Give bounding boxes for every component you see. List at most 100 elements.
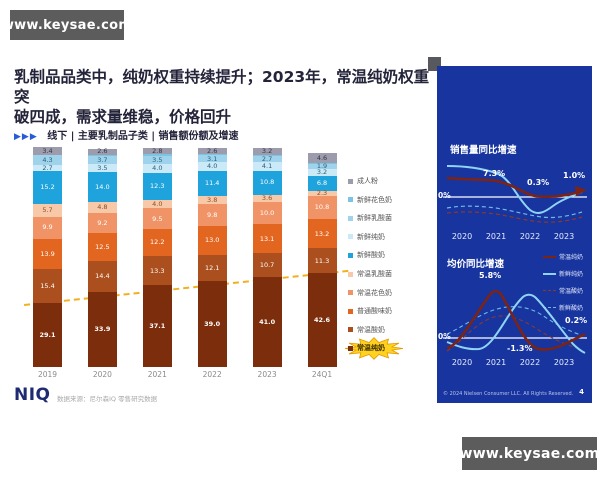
line-常温酸奶 — [446, 211, 583, 223]
bar-axis-label: 2023 — [257, 370, 277, 379]
slide-title-line1: 乳制品品类中，纯奶权重持续提升；2023年，常温纯奶权重突 — [14, 68, 430, 107]
legend-swatch — [348, 290, 353, 296]
segment-常温花色奶: 9.9 — [33, 216, 62, 239]
segment-新鲜酸奶: 10.8 — [252, 170, 282, 195]
slide-title: 乳制品品类中，纯奶权重持续提升；2023年，常温纯奶权重突 破四成，需求量维稳，… — [14, 67, 430, 127]
segment-普通酸味奶: 12.2 — [142, 229, 172, 257]
segment-常温酸奶: 12.1 — [197, 254, 227, 282]
price-growth-chart — [443, 289, 587, 354]
volume-point-label: 7.3% — [483, 169, 506, 178]
line-end-arrow-icon — [575, 186, 587, 196]
price-x-axis: 2020 2021 2022 2023 — [439, 358, 589, 368]
legend-label: 常温酸奶 — [559, 288, 584, 295]
segment-新鲜乳酸菌: 3.5 — [142, 156, 172, 164]
price-legend-item-常温酸奶: 常温酸奶 — [543, 282, 591, 299]
price-legend: 常温纯奶新鲜纯奶常温酸奶新鲜酸奶 — [543, 248, 591, 316]
legend-item-新鲜乳酸菌: 新鲜乳酸菌 — [348, 213, 392, 223]
segment-新鲜纯奶: 2.7 — [33, 165, 62, 171]
segment-常温酸奶: 14.4 — [87, 260, 117, 293]
legend-label: 常温纯奶 — [357, 344, 385, 353]
segment-新鲜乳酸菌: 1.9 — [307, 163, 337, 169]
legend-label: 常温纯奶 — [559, 254, 584, 261]
highlight-starburst-icon — [345, 337, 403, 361]
price-legend-item-新鲜酸奶: 新鲜酸奶 — [543, 299, 591, 316]
price-legend-item-新鲜纯奶: 新鲜纯奶 — [543, 265, 591, 282]
x-tick: 2023 — [553, 232, 575, 241]
segment-新鲜花色奶 — [33, 154, 62, 156]
legend-item-新鲜纯奶: 新鲜纯奶 — [348, 232, 385, 242]
price-zero-label: 0% — [438, 332, 451, 341]
bar-axis-label: 2022 — [202, 370, 222, 379]
segment-成人粉: 2.6 — [87, 148, 117, 155]
segment-新鲜乳酸菌: 3.7 — [87, 155, 117, 164]
legend-swatch — [348, 197, 353, 203]
source-note: 数据来源：尼尔森IQ 零售研究数据 — [57, 395, 158, 403]
segment-常温花色奶: 10.8 — [307, 195, 337, 220]
segment-新鲜乳酸菌: 3.1 — [197, 155, 227, 163]
price-point-label: -1.3% — [507, 344, 533, 353]
segment-新鲜酸奶: 12.3 — [142, 172, 172, 200]
x-tick: 2021 — [485, 358, 507, 367]
segment-成人粉: 3.4 — [33, 147, 62, 155]
legend-label: 新鲜酸奶 — [559, 305, 584, 312]
segment-新鲜花色奶 — [87, 154, 117, 156]
segment-普通酸味奶: 12.5 — [87, 233, 117, 261]
volume-growth-chart — [443, 165, 587, 223]
legend-label: 常温花色奶 — [357, 288, 392, 297]
bar-legend: 成人粉 新鲜花色奶 新鲜乳酸菌 新鲜纯奶 新鲜酸奶 常温乳酸菌 常温花色奶 普通酸味奶 常温酸奶… — [345, 176, 434, 368]
chart-kicker: ▶▶▶ 线下 | 主要乳制品子类 | 销售额份额及增速 — [14, 127, 238, 142]
legend-label: 新鲜花色奶 — [357, 195, 392, 204]
line-新鲜酸奶 — [446, 205, 583, 219]
legend-swatch — [348, 178, 353, 184]
segment-常温纯奶: 42.6 — [307, 273, 337, 367]
slide-title-line2: 破四成，需求量维稳，价格回升 — [14, 108, 232, 127]
bar-2023: 3.2 2.7 4.1 10.8 3.6 10.0 13.1 10.7 41.0 — [252, 147, 282, 367]
legend-label: 新鲜乳酸菌 — [357, 214, 392, 223]
segment-常温纯奶: 41.0 — [252, 276, 282, 367]
segment-新鲜花色奶 — [142, 154, 172, 157]
bar-24Q1: 4.6 1.9 3.2 6.8 2.3 10.8 13.2 11.3 42.6 — [307, 152, 337, 367]
line-新鲜酸奶 — [446, 306, 582, 336]
segment-新鲜乳酸菌: 2.7 — [252, 156, 282, 162]
legend-item-常温纯奶: 常温纯奶 — [345, 337, 403, 361]
segment-新鲜花色奶 — [252, 154, 282, 156]
legend-label: 常温乳酸菌 — [357, 270, 392, 278]
legend-item-常温酸奶: 常温酸奶 — [348, 325, 385, 335]
triple-arrow-icon: ▶▶▶ — [14, 132, 38, 142]
segment-常温纯奶: 29.1 — [33, 302, 62, 367]
legend-line-sample — [543, 255, 556, 258]
bar-2020: 2.6 3.7 3.5 14.0 4.8 9.2 12.5 14.4 33.9 — [87, 148, 117, 367]
segment-新鲜酸奶: 6.8 — [307, 175, 337, 191]
segment-常温酸奶: 10.7 — [252, 253, 282, 277]
legend-line-sample — [543, 290, 556, 291]
x-tick: 2020 — [451, 232, 473, 241]
line-新鲜纯奶 — [446, 165, 583, 214]
watermark-top-left: www.keysae.com — [2, 10, 132, 40]
legend-swatch — [348, 308, 353, 314]
segment-成人粉: 3.2 — [252, 147, 282, 155]
segment-新鲜乳酸菌: 4.3 — [33, 155, 62, 165]
price-legend-item-常温纯奶: 常温纯奶 — [543, 248, 591, 265]
x-tick: 2020 — [451, 358, 473, 367]
bar-axis-label: 2019 — [37, 370, 58, 379]
legend-item-成人粉: 成人粉 — [348, 176, 378, 186]
chart-kicker-label: 线下 | 主要乳制品子类 | 销售额份额及增速 — [47, 131, 239, 142]
volume-point-label: 1.0% — [563, 171, 586, 180]
bar-2021: 2.8 3.5 4.0 12.3 4.0 9.5 12.2 13.3 37.1 — [142, 148, 172, 367]
segment-新鲜纯奶: 4.1 — [252, 161, 282, 171]
volume-x-axis: 2020 2021 2022 2023 — [439, 232, 589, 242]
legend-line-sample — [543, 272, 556, 275]
volume-zero-label: 0% — [438, 191, 451, 200]
niq-logo: NIQ — [14, 385, 51, 405]
price-point-label: 0.2% — [565, 316, 588, 325]
legend-line-sample — [543, 307, 556, 308]
segment-成人粉: 2.8 — [142, 148, 172, 155]
segment-成人粉: 4.6 — [307, 152, 337, 163]
legend-swatch — [348, 345, 353, 351]
legend-item-新鲜酸奶: 新鲜酸奶 — [348, 250, 385, 260]
segment-新鲜纯奶: 3.2 — [307, 168, 337, 176]
x-tick: 2022 — [519, 232, 541, 241]
segment-常温酸奶: 11.3 — [307, 248, 337, 274]
segment-常温纯奶: 37.1 — [142, 285, 172, 367]
